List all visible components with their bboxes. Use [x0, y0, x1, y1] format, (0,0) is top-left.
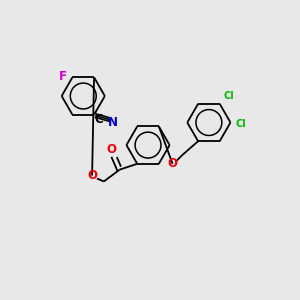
- Text: Cl: Cl: [224, 91, 234, 101]
- Text: C: C: [94, 113, 103, 126]
- Text: O: O: [107, 142, 117, 156]
- Text: O: O: [87, 169, 97, 182]
- Text: Cl: Cl: [236, 119, 246, 130]
- Text: O: O: [168, 157, 178, 170]
- Text: F: F: [58, 70, 67, 83]
- Text: N: N: [108, 116, 118, 129]
